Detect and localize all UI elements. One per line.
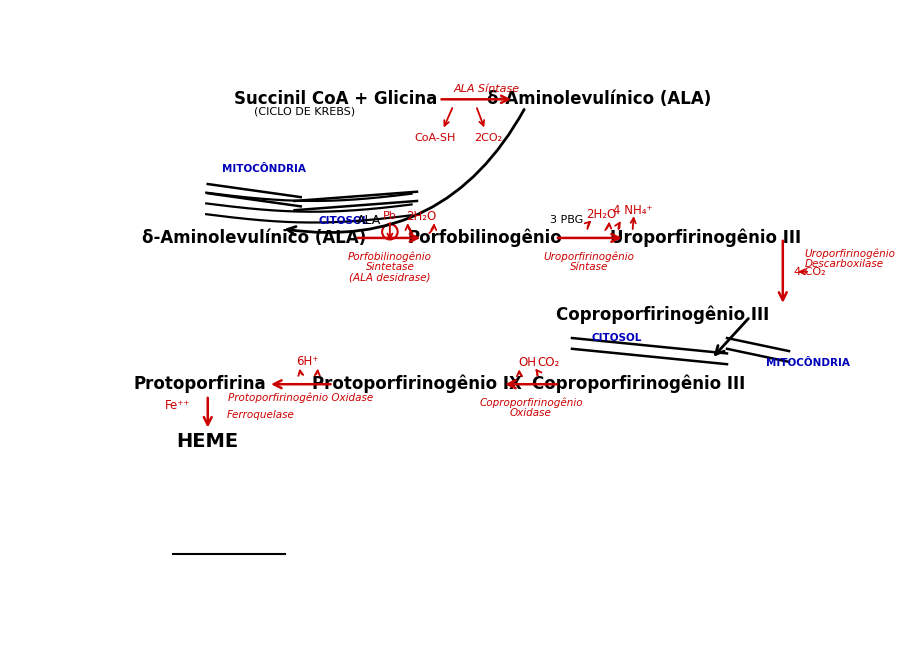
Text: Descarboxilase: Descarboxilase (804, 259, 884, 269)
Text: 4 CO₂: 4 CO₂ (794, 267, 825, 277)
Text: Protoporfirina: Protoporfirina (134, 375, 266, 393)
Text: OH: OH (519, 356, 537, 369)
Text: (CICLO DE KREBS): (CICLO DE KREBS) (254, 107, 355, 117)
Text: Coproporfirinogênio: Coproporfirinogênio (479, 397, 583, 408)
Text: CO₂: CO₂ (538, 356, 560, 369)
Text: MITOCÔNDRIA: MITOCÔNDRIA (766, 358, 850, 367)
Text: 2H₂O: 2H₂O (587, 208, 617, 222)
Text: MITOCÔNDRIA: MITOCÔNDRIA (222, 164, 306, 174)
Text: Uroporfirinogênio III: Uroporfirinogênio III (610, 229, 800, 247)
Text: Uroporfirinogênio: Uroporfirinogênio (804, 248, 895, 259)
Text: Pb: Pb (383, 211, 397, 222)
Text: Protoporfirinogênio IX: Protoporfirinogênio IX (312, 375, 522, 393)
Text: δ-Aminolevulínico (ALA): δ-Aminolevulínico (ALA) (487, 90, 711, 108)
Text: Succinil CoA + Glicina: Succinil CoA + Glicina (234, 90, 437, 108)
Text: Uroporfirinogênio: Uroporfirinogênio (543, 251, 634, 262)
Text: ALA Síntase: ALA Síntase (453, 84, 520, 93)
Text: Fe⁺⁺: Fe⁺⁺ (164, 399, 190, 411)
Text: 4 NH₄⁺: 4 NH₄⁺ (612, 203, 653, 216)
Text: (ALA desidrase): (ALA desidrase) (349, 273, 431, 283)
Text: 2H₂O: 2H₂O (406, 210, 436, 223)
Text: HEME: HEME (176, 432, 239, 451)
Text: CITOSOL: CITOSOL (319, 216, 368, 226)
Text: 2CO₂: 2CO₂ (475, 133, 502, 143)
Text: Oxidase: Oxidase (510, 408, 552, 419)
Text: Síntase: Síntase (570, 262, 609, 272)
Text: 3 PBG: 3 PBG (550, 215, 583, 226)
Text: Porfobilinogênio: Porfobilinogênio (348, 251, 431, 262)
Text: Porfobilinogênio: Porfobilinogênio (408, 229, 563, 247)
Text: Ferroquelase: Ferroquelase (227, 410, 295, 420)
Text: CITOSOL: CITOSOL (592, 333, 642, 343)
Text: Coproporfirinogênio III: Coproporfirinogênio III (556, 306, 769, 324)
Text: Protoporfirinogênio Oxidase: Protoporfirinogênio Oxidase (229, 392, 374, 402)
Text: ALA: ALA (357, 214, 381, 227)
Text: Coproporfirinogênio III: Coproporfirinogênio III (532, 375, 745, 393)
Text: Sintetase: Sintetase (365, 262, 414, 272)
Text: δ-Aminolevulínico (ALA): δ-Aminolevulínico (ALA) (142, 229, 366, 247)
Text: 6H⁺: 6H⁺ (296, 354, 319, 367)
Text: CoA-SH: CoA-SH (414, 133, 455, 143)
